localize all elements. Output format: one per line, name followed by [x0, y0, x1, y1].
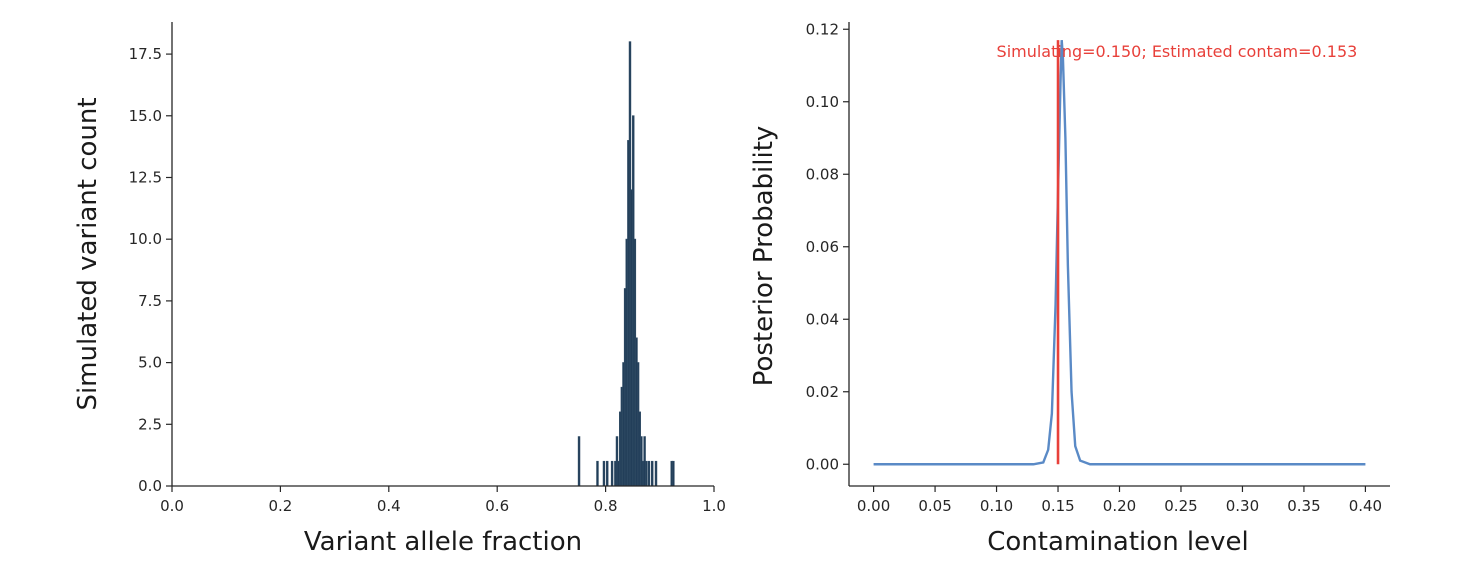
x-tick-label: 0.0 [160, 497, 184, 515]
y-tick-label: 15.0 [129, 107, 162, 125]
x-tick-label: 0.4 [377, 497, 401, 515]
x-tick-label: 0.8 [594, 497, 618, 515]
x-tick-label: 0.15 [1041, 497, 1074, 515]
histogram-bars [577, 41, 675, 487]
x-tick-label: 0.2 [268, 497, 292, 515]
y-tick-label: 7.5 [138, 292, 162, 310]
histogram-bar [596, 460, 599, 487]
left-y-ticks: 0.0 2.5 5.0 7.5 10.0 12.5 15.0 17.5 [129, 45, 172, 495]
histogram-panel: 0.0 0.2 0.4 0.6 0.8 1.0 0.0 2.5 5.0 7.5 10.0 12.5 1… [73, 22, 726, 557]
x-tick-label: 0.40 [1349, 497, 1382, 515]
x-tick-label: 1.0 [702, 497, 726, 515]
y-tick-label: 0.02 [806, 383, 839, 401]
histogram-bar [654, 460, 658, 487]
y-tick-label: 10.0 [129, 230, 162, 248]
estimate-annotation: Simulating=0.150; Estimated contam=0.153 [997, 42, 1358, 61]
right-y-axis-label: Posterior Probability [749, 126, 779, 387]
histogram-bar [606, 460, 609, 487]
right-y-ticks: 0.00 0.02 0.04 0.06 0.08 0.10 0.12 [806, 20, 849, 473]
right-x-ticks: 0.00 0.05 0.10 0.15 0.20 0.25 0.30 0.35 0.40 [857, 486, 1382, 515]
y-tick-label: 0.12 [806, 20, 839, 38]
x-tick-label: 0.05 [918, 497, 951, 515]
left-x-ticks: 0.0 0.2 0.4 0.6 0.8 1.0 [160, 486, 726, 515]
x-tick-label: 0.30 [1226, 497, 1259, 515]
y-tick-label: 0.06 [806, 238, 839, 256]
histogram-bar [610, 460, 614, 487]
histogram-bar [647, 460, 651, 487]
y-tick-label: 0.08 [806, 165, 839, 183]
histogram-bar [650, 460, 654, 487]
y-tick-label: 0.0 [138, 477, 162, 495]
left-y-axis-label: Simulated variant count [73, 97, 103, 410]
x-tick-label: 0.20 [1103, 497, 1136, 515]
y-tick-label: 17.5 [129, 45, 162, 63]
x-tick-label: 0.10 [980, 497, 1013, 515]
histogram-bar [645, 460, 648, 487]
posterior-curve [873, 40, 1366, 466]
histogram-bar [602, 460, 606, 487]
posterior-panel: 0.00 0.05 0.10 0.15 0.20 0.25 0.30 0.35 0.40 0.0… [749, 20, 1390, 557]
histogram-bar [672, 460, 675, 487]
x-tick-label: 0.6 [485, 497, 509, 515]
y-tick-label: 0.04 [806, 310, 839, 328]
y-tick-label: 12.5 [129, 168, 162, 186]
y-tick-label: 5.0 [138, 354, 162, 372]
x-tick-label: 0.35 [1287, 497, 1320, 515]
left-x-axis-label: Variant allele fraction [304, 527, 582, 557]
x-tick-label: 0.00 [857, 497, 890, 515]
y-tick-label: 0.00 [806, 455, 839, 473]
y-tick-label: 0.10 [806, 93, 839, 111]
y-tick-label: 2.5 [138, 415, 162, 433]
right-x-axis-label: Contamination level [987, 527, 1249, 557]
histogram-bar [577, 436, 581, 487]
x-tick-label: 0.25 [1164, 497, 1197, 515]
